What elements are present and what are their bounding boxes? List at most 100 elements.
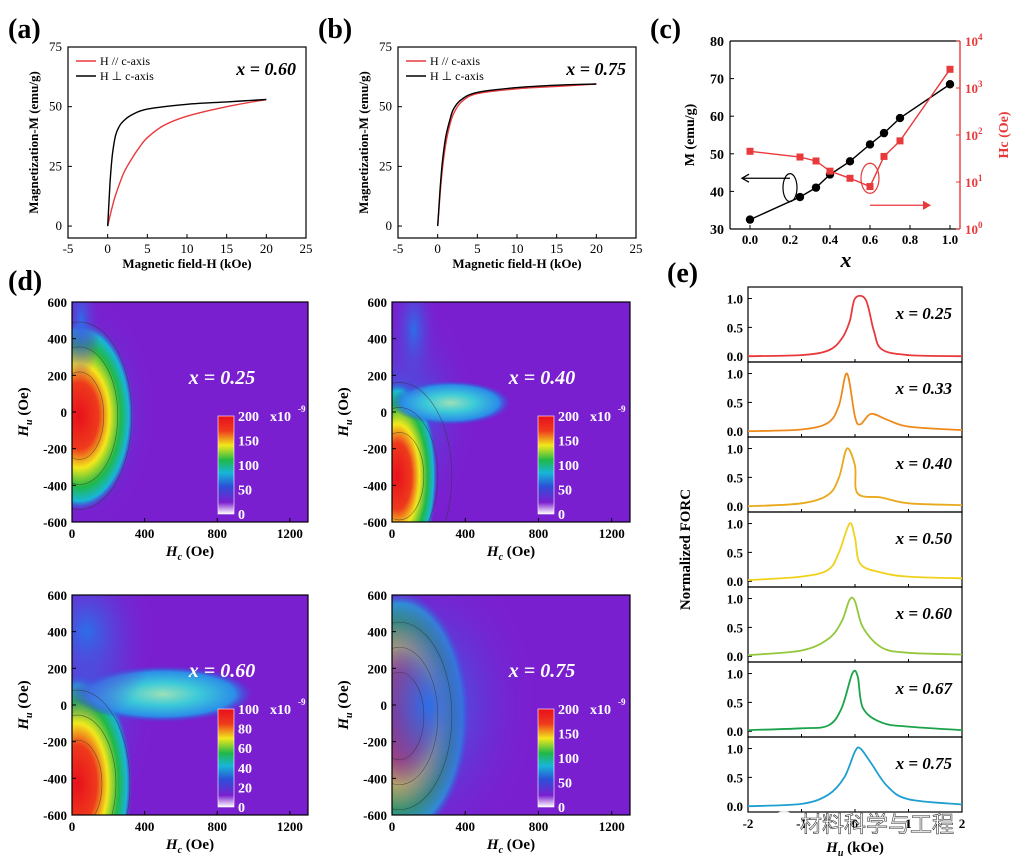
x-axis-label: Magnetic field-H (kOe)	[452, 256, 581, 271]
x-tick-label: 25	[300, 241, 313, 256]
y2-tick-label: 102	[965, 126, 983, 143]
forc-curve	[747, 447, 963, 508]
colorbar-unit: x10	[590, 410, 611, 425]
magnetization-point	[795, 192, 805, 202]
series-line-perpendicular	[107, 98, 267, 227]
arrowhead	[922, 200, 932, 210]
panel-label-b: (b)	[318, 14, 352, 45]
magnetization-point	[845, 157, 855, 166]
colorbar-tick-label: 0	[558, 801, 565, 816]
x-tick-label: -2	[743, 816, 754, 831]
forc-map-field	[392, 302, 630, 522]
x-tick-label: 0	[852, 816, 859, 831]
x-tick-label: 2	[959, 816, 966, 831]
y-tick-label: 75	[379, 39, 392, 54]
subplot-frame	[747, 511, 963, 588]
magnetization-point	[879, 128, 889, 138]
colorbar-tick-label: 150	[238, 435, 259, 450]
y-tick-label: -400	[363, 478, 387, 493]
legend-entry: H ⊥ c-axis	[100, 69, 154, 83]
y-tick-label: 0.0	[727, 724, 743, 739]
y-tick-label: 1.0	[727, 592, 743, 607]
x-axis-label: Hc (Oe)	[486, 544, 535, 563]
y-tick-label: -200	[363, 442, 387, 457]
colorbar-unit: x10	[590, 703, 611, 718]
y-tick-label: 40	[710, 185, 724, 200]
y-tick-label: 0.5	[727, 395, 744, 410]
y-tick-label: -600	[363, 808, 387, 823]
y-tick-label: 200	[48, 368, 68, 383]
composition-label: x = 0.60	[188, 660, 255, 682]
colorbar	[537, 708, 555, 808]
x-tick-label: 1200	[277, 526, 303, 541]
y-tick-label: -400	[43, 478, 67, 493]
y-tick-label: -600	[43, 808, 67, 823]
colorbar-tick-label: 100	[558, 752, 579, 767]
x-tick-label: 10	[181, 241, 194, 256]
x-axis-label: Magnetic field-H (kOe)	[122, 256, 251, 271]
x-tick-label: 0.2	[782, 232, 798, 247]
y-tick-label: 600	[368, 295, 388, 310]
colorbar-tick-label: 0	[238, 801, 245, 816]
forc-map-field	[72, 595, 308, 815]
x-tick-label: 400	[455, 819, 475, 834]
magnetization-line	[749, 83, 951, 221]
y-tick-label: 30	[710, 223, 724, 238]
colorbar-tick-label: 50	[558, 777, 572, 792]
y-tick-label: 0	[386, 218, 393, 233]
composition-label: x = 0.25	[895, 304, 953, 323]
y-tick-label: 400	[368, 332, 388, 347]
composition-label: x = 0.75	[508, 660, 575, 682]
y-tick-label: 0.5	[727, 770, 744, 785]
colorbar	[217, 708, 235, 808]
y-tick-label: 0	[61, 698, 68, 713]
y-tick-label: 80	[710, 35, 724, 50]
colorbar-exponent: -9	[298, 404, 306, 414]
contour-line	[72, 346, 119, 485]
contour-line	[72, 714, 117, 815]
coercivity-point	[846, 174, 854, 182]
composition-label: x = 0.60	[235, 59, 296, 79]
contour-line	[392, 382, 453, 522]
x-tick-label: 10	[511, 241, 524, 256]
x-tick-label: 800	[207, 819, 227, 834]
colorbar-tick-label: 200	[238, 410, 259, 425]
y-tick-label: 0.0	[727, 649, 743, 664]
coercivity-point	[826, 167, 834, 175]
y-tick-label: 600	[368, 588, 388, 603]
upper-tail	[392, 302, 439, 400]
colorbar-unit: x10	[270, 410, 291, 425]
y-tick-label: -600	[43, 515, 67, 530]
colorbar-tick-label: 200	[558, 703, 579, 718]
x-tick-label: 25	[630, 241, 643, 256]
upper-tail	[72, 302, 102, 381]
y-tick-label: 0	[381, 405, 388, 420]
contour-line	[392, 621, 453, 811]
composition-label: x = 0.40	[895, 454, 953, 473]
y-tick-label: -400	[363, 771, 387, 786]
y2-tick-label: 103	[965, 79, 983, 96]
x-tick-label: 400	[135, 526, 155, 541]
y-tick-label: 1.0	[727, 667, 743, 682]
x-tick-label: 800	[529, 819, 549, 834]
colorbar-tick-label: 0	[558, 508, 565, 523]
wechat-icon	[772, 811, 796, 835]
y-tick-label: 1.0	[727, 292, 743, 307]
panel-e-forc-profiles: 0.0 0.5 1.0 x = 0.25 0.0 0.5 1.0 x = 0.33 0.0 0.5…	[678, 286, 966, 859]
y-axis-label: Hu (Oe)	[336, 680, 355, 730]
legend-entry: H // c-axis	[430, 54, 480, 68]
contour-line	[72, 689, 131, 815]
legend-entry: H ⊥ c-axis	[430, 69, 484, 83]
colorbar-exponent: -9	[618, 404, 626, 414]
composition-label: x = 0.67	[895, 679, 954, 698]
y-tick-label: 0.0	[727, 574, 743, 589]
y2-tick-label: 104	[965, 32, 983, 49]
y-tick-label: -200	[43, 735, 67, 750]
panel-label-e: (e)	[667, 258, 698, 289]
x-tick-label: 1	[905, 816, 912, 831]
forc-map-field	[72, 302, 308, 522]
x-tick-label: 800	[529, 526, 549, 541]
